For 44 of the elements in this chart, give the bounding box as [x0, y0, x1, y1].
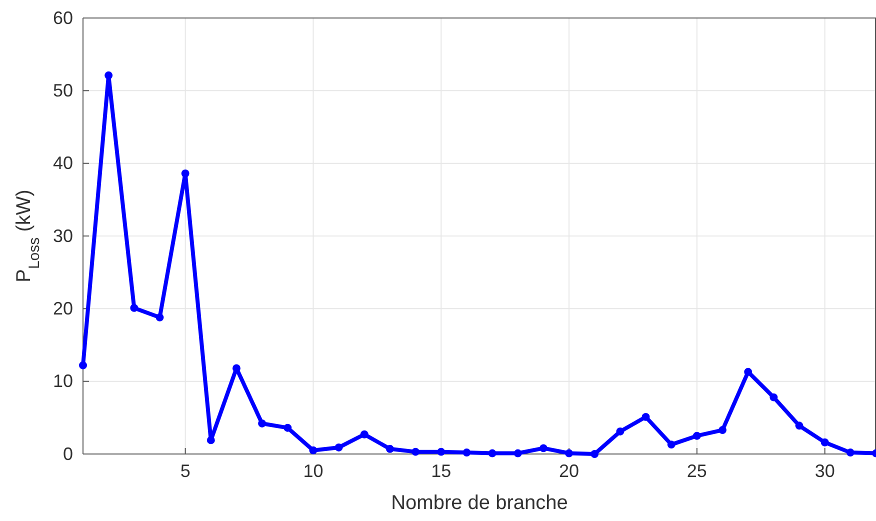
point: [412, 448, 420, 456]
point: [795, 422, 804, 430]
point: [437, 448, 446, 456]
y-tick-label: 40: [52, 153, 73, 174]
point: [79, 361, 87, 370]
x-tick-label: 10: [303, 460, 324, 481]
point: [539, 444, 548, 452]
point: [334, 443, 343, 452]
x-tick-label: 30: [814, 460, 835, 481]
point: [284, 424, 292, 432]
y-tick-label: 50: [52, 80, 73, 100]
x-tick-label: 25: [686, 460, 707, 481]
x-tick-label: 5: [180, 460, 190, 481]
x-tick-label: 15: [431, 460, 452, 481]
point: [744, 368, 752, 376]
point: [130, 304, 138, 312]
y-tick-label: 20: [52, 298, 73, 318]
point: [156, 313, 164, 322]
point: [386, 444, 394, 453]
y-tick-label: 60: [52, 8, 73, 28]
point: [104, 71, 113, 80]
point: [181, 170, 190, 178]
point: [846, 448, 854, 457]
x-tick-label: 20: [559, 460, 580, 481]
point: [309, 446, 318, 454]
y-tick-label: 0: [62, 444, 73, 464]
x-axis-title: Nombre de branche: [391, 492, 568, 514]
point: [514, 449, 522, 458]
point: [488, 449, 496, 458]
point: [667, 440, 676, 449]
point: [616, 427, 624, 436]
point: [565, 449, 574, 458]
point: [642, 412, 650, 421]
point: [770, 393, 778, 402]
point: [692, 432, 701, 440]
point: [258, 420, 266, 428]
point: [206, 436, 215, 444]
point: [820, 438, 829, 446]
y-tick-label: 10: [52, 371, 73, 392]
point: [718, 426, 727, 434]
point: [360, 430, 368, 438]
point: [462, 448, 471, 457]
point: [590, 450, 599, 458]
y-tick-label: 30: [52, 226, 73, 246]
